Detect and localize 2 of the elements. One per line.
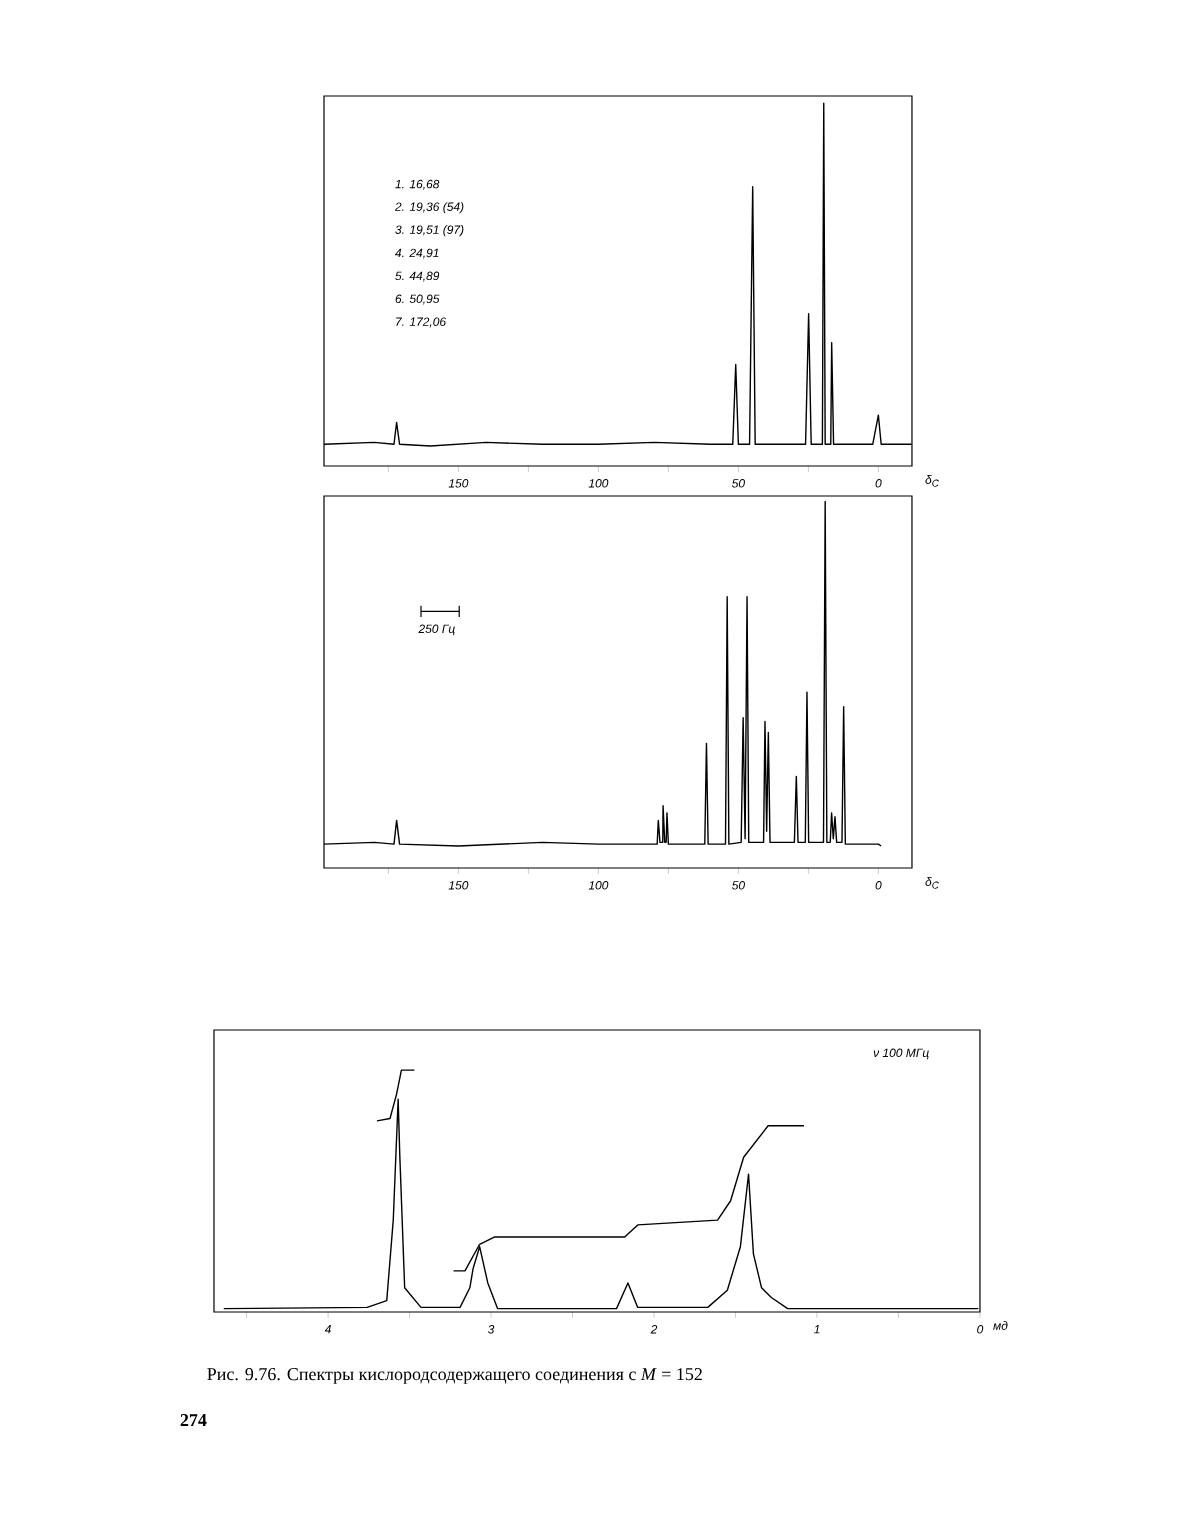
text: 274 bbox=[180, 1414, 207, 1426]
text: Рис. 9.76. Спектры кислородсодержащего соединения с M = 152 bbox=[207, 1368, 702, 1384]
